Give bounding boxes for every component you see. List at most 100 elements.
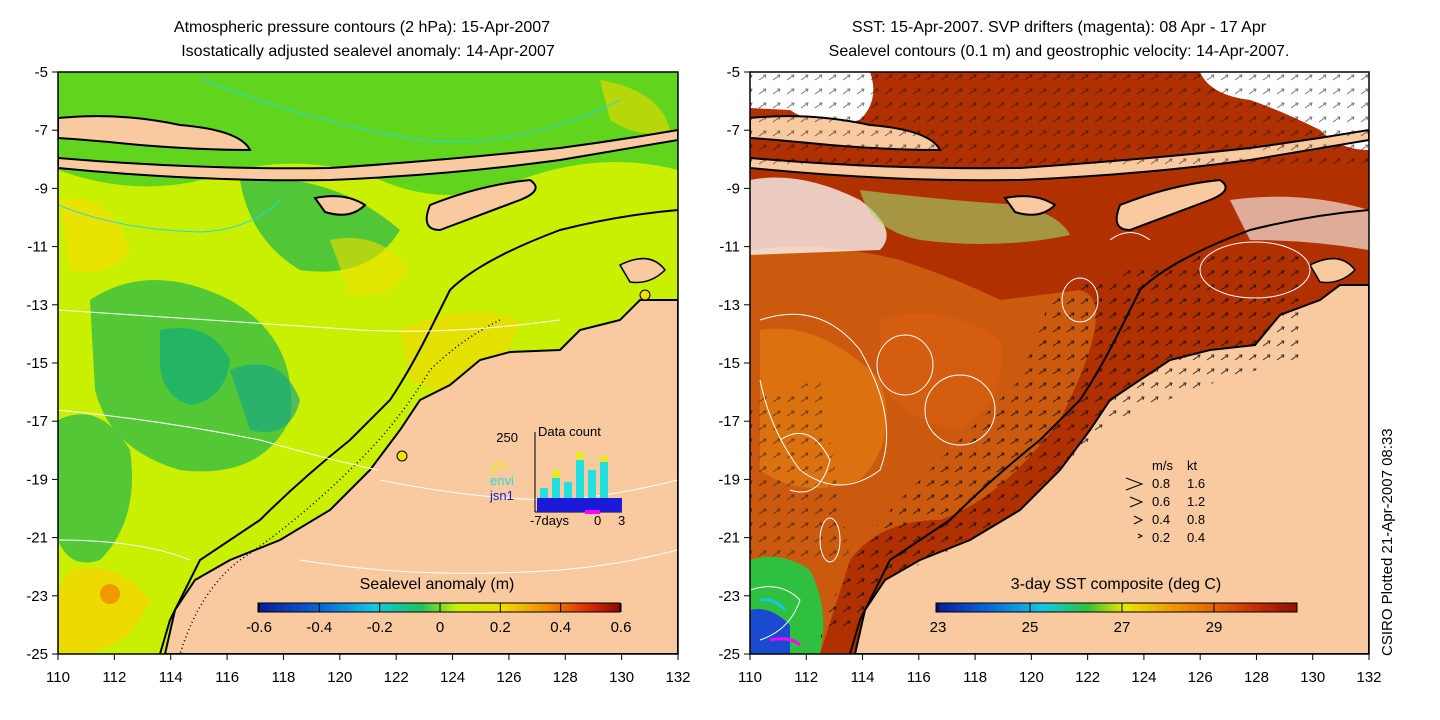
right-title-line2: Sealevel contours (0.1 m) and geostrophi… [829,43,1290,60]
left-lon-tick-label: 112 [102,669,126,686]
cloud-gap-w [750,177,887,255]
sla-colorbar-ticks: -0.6 -0.4 -0.2 0 0.2 0.4 0.6 [246,603,631,636]
sst-blue-patch [750,609,790,654]
sumba-island [313,195,367,216]
sst-cool-core-2 [880,313,1002,430]
sla-high-core-south [100,584,120,604]
sla-low-core-2 [230,364,300,432]
sst-colorbar-title: 3-day SST composite (deg C) [1011,576,1221,593]
velocity-arrows-north [750,72,1369,172]
right-lon-tick-label: 130 [1300,669,1325,686]
left-lon-tick-label: 130 [609,669,634,686]
inset-bar-gfo-2 [576,452,584,460]
pressure-contour-5 [299,549,678,574]
sealevel-contour-7 [779,432,831,493]
right-lat-tick-label: -5 [727,64,740,81]
sealevel-contour-8 [1109,232,1151,241]
inset-title: Data count [538,424,601,439]
shelf-contour [159,209,678,654]
colorbar-tick-label: -0.2 [367,619,393,636]
right-lon-tick-label: 124 [1131,669,1156,686]
sla-high-ne [600,80,670,134]
right-lon-tick-label: 126 [1188,669,1213,686]
inset-bar-envi-6 [600,462,608,498]
left-lat-tick-label: -23 [26,588,48,605]
velocity-ms-3: 0.2 [1152,530,1170,545]
velocity-arrow-0-4 [1133,515,1144,525]
sla-low-blob-west [58,414,132,563]
colorbar-tick-label: 29 [1206,619,1223,636]
velocity-arrow-0-2 [1137,533,1144,539]
sst-colorbar [935,602,1298,613]
right-lat-axis: -5 -7 -9 -11 -13 -15 -17 -19 -21 -23 -25 [718,64,750,663]
colorbar-tick-label: -0.6 [246,619,272,636]
right-lon-tick-label: 112 [794,669,818,686]
sst-map [750,72,1369,654]
inset-bar-envi-5 [588,470,596,498]
left-lon-tick-label: 114 [159,669,183,686]
left-lon-tick-label: 116 [215,669,239,686]
colorbar-tick-label: 25 [1022,619,1039,636]
right-lon-axis: 110 112 114 116 118 120 122 124 126 128 130 132 [738,654,1382,686]
left-title-line2: Isostatically adjusted sealevel anomaly:… [181,43,555,60]
inset-bar-envi-3 [564,482,572,498]
left-lon-tick-label: 120 [327,669,352,686]
pressure-contour-1 [58,309,561,332]
right-lon-tick-label: 118 [963,669,987,686]
left-lat-tick-label: -7 [35,122,48,139]
left-lon-tick-label: 132 [665,669,690,686]
melville-island [618,257,666,284]
right-lon-tick-label: 114 [851,669,875,686]
shelf-contour-right [849,209,1369,654]
pressure-contour-3 [58,539,191,561]
sla-low-core [160,328,230,405]
left-lat-tick-label: -11 [27,239,48,256]
left-lat-tick-label: -13 [26,297,48,314]
right-lat-tick-label: -7 [727,122,740,139]
sealevel-contour-9 [750,586,801,641]
right-lon-tick-label: 120 [1019,669,1044,686]
sla-high-blob-south [58,568,150,654]
data-count-inset: Data count 250 -7days 0 3 gfo envi jsn1 [489,424,625,528]
right-lat-tick-label: -17 [718,413,740,430]
left-lat-axis: -5 -7 -9 -11 -13 -15 -17 -19 -21 -23 -25 [26,64,58,663]
velocity-arrow-0-6 [1129,496,1144,508]
inset-xlabel-end: 3 [618,513,625,528]
timor-island-right [1115,178,1227,232]
right-lon-tick-label: 122 [1075,669,1100,686]
pressure-contour-2 [58,409,379,471]
left-lat-tick-label: -15 [26,355,48,372]
sla-high-blob-west [60,198,130,273]
velocity-arrow-0-8 [1125,477,1144,491]
sla-marker-2 [396,450,408,462]
right-lat-tick-label: -21 [718,530,740,547]
sla-map [58,72,678,654]
inset-xlabel-zero: 0 [594,513,601,528]
right-lon-tick-label: 128 [1244,669,1269,686]
inset-bar-envi-2 [552,478,560,498]
colorbar-tick-label: 23 [930,619,947,636]
velocity-ms-0: 0.8 [1152,476,1170,491]
inset-legend-jsn1: jsn1 [489,488,514,503]
left-title-line1: Atmospheric pressure contours (2 hPa): 1… [174,19,550,36]
inset-bar-gfo-3 [600,456,608,462]
sealevel-contour-4 [876,334,934,396]
sealevel-contour-3 [924,374,996,446]
right-lat-tick-label: -11 [719,239,740,256]
inset-xlabel-start: -7days [530,513,570,528]
credit-text: CSIRO Plotted 21-Apr-2007 08:33 [1379,428,1396,656]
pressure-contour-cyan-1 [58,199,281,233]
inset-ymax-label: 250 [496,430,518,445]
left-lon-tick-label: 128 [553,669,578,686]
right-lat-tick-label: -25 [718,646,740,663]
colorbar-tick-label: 27 [1114,619,1131,636]
left-lon-axis: 110 112 114 116 118 120 122 124 126 128 130 132 [46,654,691,686]
right-lat-tick-label: -23 [718,588,740,605]
velocity-ms-2: 0.4 [1152,512,1170,527]
left-lat-tick-label: -25 [26,646,48,663]
left-lon-tick-label: 126 [496,669,521,686]
sst-colorbar-ticks: 23 25 27 29 [930,603,1223,636]
velocity-kt-1: 1.2 [1187,494,1205,509]
sla-high-blob-mid [330,238,410,296]
